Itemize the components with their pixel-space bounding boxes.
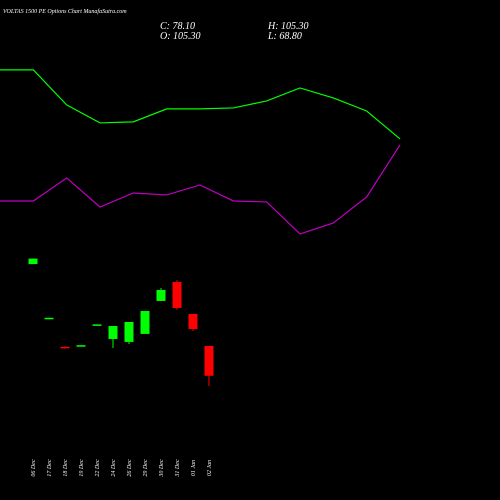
candle-body — [44, 317, 54, 320]
low-label: L: 68.80 — [267, 31, 302, 42]
x-tick-label: 06 Dec — [31, 459, 37, 476]
candle-body — [188, 313, 198, 329]
candle-body — [28, 258, 38, 265]
chart-title: VOLTAS 1500 PE Options Chart MunafaSutra… — [3, 8, 127, 15]
x-tick-label: 01 Jan — [191, 460, 197, 476]
x-tick-label: 17 Dec — [47, 459, 53, 476]
candle-body — [172, 281, 182, 308]
open-label: O: 105.30 — [160, 31, 201, 42]
x-tick-label: 31 Dec — [175, 459, 181, 477]
candle-body — [156, 289, 166, 301]
indicator-line — [0, 69, 401, 140]
x-tick-label: 18 Dec — [63, 459, 69, 476]
candle-body — [204, 345, 214, 376]
x-tick-label: 02 Jan — [207, 460, 213, 476]
candle-body — [140, 311, 150, 334]
x-tick-label: 22 Dec — [95, 459, 101, 476]
candle-body — [124, 321, 134, 342]
candle-body — [76, 345, 86, 347]
indicator-line — [0, 144, 401, 235]
candle-body — [92, 324, 102, 326]
x-tick-label: 29 Dec — [143, 459, 149, 476]
x-tick-label: 26 Dec — [127, 459, 133, 476]
candle-body — [108, 326, 118, 339]
candle-body — [60, 346, 70, 349]
close-label: C: 78.10 — [160, 21, 195, 32]
x-tick-label: 30 Dec — [159, 459, 165, 477]
x-tick-label: 19 Dec — [79, 459, 85, 476]
high-label: H: 105.30 — [267, 21, 309, 32]
x-tick-label: 24 Dec — [110, 459, 117, 476]
